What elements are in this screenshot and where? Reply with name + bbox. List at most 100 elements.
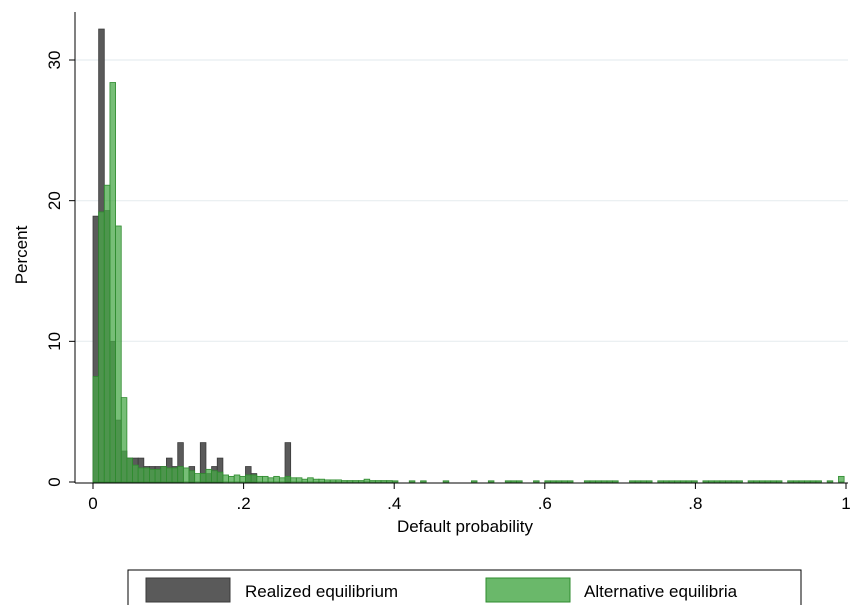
- bar: [262, 475, 269, 483]
- y-tick-label: 10: [45, 332, 64, 351]
- bar: [674, 480, 681, 483]
- bar: [132, 464, 139, 483]
- bar: [470, 480, 478, 483]
- bar: [634, 480, 642, 483]
- bar: [149, 468, 156, 483]
- bar: [103, 184, 111, 483]
- bar: [533, 480, 540, 483]
- bar: [245, 474, 252, 483]
- bar: [838, 475, 845, 483]
- bar: [516, 480, 523, 483]
- bar: [324, 479, 331, 483]
- bar: [290, 477, 297, 483]
- bar: [166, 467, 173, 483]
- bar: [120, 397, 128, 483]
- bar: [160, 466, 167, 483]
- x-tick-label: 0: [88, 494, 97, 513]
- bar: [154, 468, 162, 483]
- bar: [550, 480, 557, 483]
- bar: [374, 480, 382, 483]
- bar: [363, 478, 371, 483]
- bar: [188, 470, 196, 483]
- bar: [815, 480, 822, 483]
- bar: [295, 477, 303, 483]
- bar: [629, 480, 636, 483]
- bar: [798, 480, 805, 483]
- y-axis-ticks: 0 10 20 30: [45, 51, 75, 487]
- bar: [307, 477, 314, 483]
- bar: [764, 480, 772, 483]
- bar: [759, 480, 766, 483]
- bar: [702, 480, 709, 483]
- bar: [312, 478, 320, 483]
- bar: [770, 480, 777, 483]
- bar: [98, 211, 105, 483]
- bar: [691, 480, 698, 483]
- bar: [600, 480, 608, 483]
- bar: [487, 480, 495, 483]
- bar: [685, 480, 693, 483]
- bar: [182, 467, 190, 483]
- bar: [329, 479, 337, 483]
- bar: [143, 467, 150, 483]
- bar: [352, 480, 359, 483]
- bar: [668, 480, 676, 483]
- bar: [386, 480, 393, 483]
- bar: [216, 471, 224, 483]
- bar: [753, 480, 760, 483]
- bar: [205, 468, 212, 483]
- bar: [589, 480, 597, 483]
- x-axis-title: Default probability: [397, 517, 534, 536]
- bar: [171, 467, 179, 483]
- bar: [228, 475, 235, 483]
- bar: [561, 480, 568, 483]
- bar: [267, 477, 275, 483]
- axes: [74, 12, 848, 484]
- legend-swatch-realized: [145, 577, 231, 603]
- x-axis-ticks: 0 .2 .4 .6 .8 1: [88, 483, 850, 513]
- y-tick-label: 20: [45, 191, 64, 210]
- bar: [747, 480, 755, 483]
- bar: [595, 480, 602, 483]
- y-tick-label: 30: [45, 51, 64, 70]
- bar: [804, 480, 811, 483]
- bar: [792, 480, 800, 483]
- bar: [250, 474, 258, 483]
- bar: [640, 480, 647, 483]
- bar: [346, 480, 354, 483]
- bar: [809, 480, 817, 483]
- bar: [341, 480, 348, 483]
- bar: [278, 477, 286, 483]
- bar: [233, 474, 241, 483]
- bar: [555, 480, 563, 483]
- bar: [380, 480, 388, 483]
- bar: [391, 480, 399, 483]
- bar: [713, 480, 721, 483]
- bar: [662, 480, 670, 483]
- bar: [211, 470, 218, 483]
- bar: [787, 480, 794, 483]
- bar: [442, 480, 450, 483]
- bar: [826, 480, 834, 483]
- x-tick-label: .2: [237, 494, 251, 513]
- bar: [92, 376, 100, 483]
- bar: [199, 473, 207, 483]
- bar: [606, 480, 613, 483]
- bar: [126, 457, 133, 483]
- bar: [657, 480, 664, 483]
- bar: [646, 480, 653, 483]
- bar: [420, 480, 427, 483]
- bar: [137, 467, 145, 483]
- bar: [177, 466, 184, 483]
- legend-box: [127, 569, 802, 605]
- bar: [301, 478, 309, 483]
- bar: [222, 474, 229, 483]
- bar: [583, 480, 591, 483]
- bar: [273, 475, 280, 483]
- bar: [775, 480, 783, 483]
- legend-swatch-alternative: [485, 577, 571, 603]
- bar: [679, 480, 687, 483]
- series-alternative-equilibria: [92, 82, 845, 483]
- bar: [408, 480, 416, 483]
